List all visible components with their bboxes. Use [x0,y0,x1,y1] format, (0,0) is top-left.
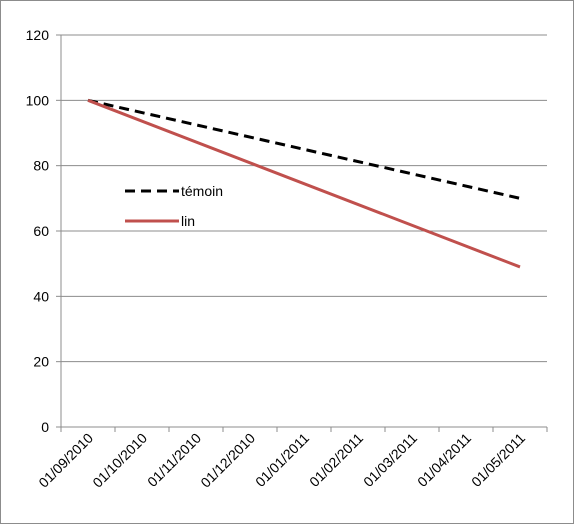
y-tick-label: 20 [33,354,49,370]
x-tick-label: 01/01/2011 [252,430,312,490]
x-tick-label: 01/10/2010 [89,430,150,491]
y-tick-label: 100 [26,92,50,108]
legend-label: témoin [181,183,223,199]
series-line-témoin [87,98,521,200]
y-tick-label: 0 [41,419,49,435]
y-tick-label: 120 [26,27,50,43]
x-tick-label: 01/11/2010 [144,430,204,490]
x-tick-label: 01/09/2010 [35,430,96,491]
axes [56,34,548,432]
x-tick-label: 01/05/2011 [468,430,528,490]
series-line-lin [87,98,521,269]
legend-label: lin [181,213,195,229]
x-tick-label: 01/02/2011 [306,430,366,490]
gridlines [61,34,547,363]
y-tick-label: 60 [33,223,49,239]
y-tick-label: 40 [33,288,49,304]
x-tick-label: 01/12/2010 [197,430,258,491]
x-tick-label: 01/04/2011 [414,430,474,490]
x-axis-tick-labels: 01/09/201001/10/201001/11/201001/12/2010… [35,430,528,491]
y-tick-label: 80 [33,158,49,174]
y-axis-tick-labels: 0 20 40 60 80 100 120 [26,27,50,435]
x-tick-label: 01/03/2011 [360,430,420,490]
legend: témoin lin [125,183,223,229]
series-lines [87,98,521,269]
